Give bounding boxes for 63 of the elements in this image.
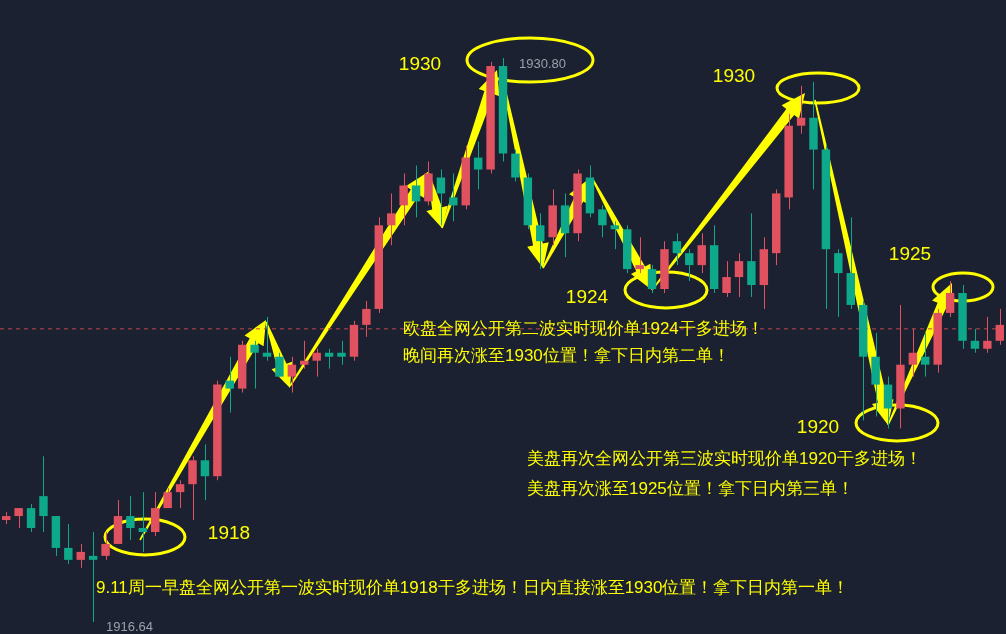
annotation: 1924 (565, 285, 609, 307)
candlestick (262, 316, 272, 362)
candlestick (312, 348, 321, 378)
annotation: 1918 (207, 521, 251, 543)
candlestick (337, 340, 346, 366)
candlestick (473, 141, 483, 190)
candlestick (39, 455, 48, 533)
candlestick (76, 543, 85, 569)
candlestick (635, 236, 644, 274)
candlestick (436, 169, 446, 226)
candlestick (387, 192, 396, 246)
candlestick (138, 491, 148, 553)
annotation: 美盘再次全网公开第三波实时现价单1920干多进场！ (527, 448, 922, 468)
candlestick (411, 165, 421, 218)
annotation: 欧盘全网公开第二波实时现价单1924干多进场！ (403, 318, 764, 338)
candlestick (175, 479, 185, 509)
candlestick (324, 348, 334, 370)
candlestick (598, 204, 607, 238)
candlestick (88, 531, 98, 623)
candlestick (970, 328, 980, 354)
candlestick (734, 252, 744, 298)
candlestick (449, 173, 458, 222)
candlestick (983, 316, 992, 354)
candlestick (64, 523, 73, 565)
candlestick (536, 212, 545, 270)
candlestick (26, 503, 36, 533)
annotation: 1920 (796, 415, 840, 437)
candlestick (250, 340, 259, 390)
annotation: 1916.64 (106, 618, 153, 634)
annotation: 9.11周一早盘全网公开第一波实时现价单1918干多进场！日内直接涨至1930位置！拿下日内第一单！ (96, 577, 850, 597)
candlestick (697, 232, 706, 274)
candlestick (747, 212, 756, 298)
annotation: 1930.80 (519, 55, 566, 71)
candlestick (126, 495, 135, 541)
candlestick (225, 356, 234, 413)
candlestick (151, 491, 160, 537)
annotation: 1925 (888, 242, 932, 264)
candlestick (834, 248, 843, 318)
annotation: 美盘再次涨至1925位置！拿下日内第三单！ (527, 478, 854, 498)
candlestick (362, 300, 371, 338)
candlestick (685, 248, 694, 282)
candlestick (722, 260, 731, 298)
candlestick (14, 507, 23, 529)
annotation: 1930 (398, 52, 442, 74)
candlestick (945, 280, 955, 318)
candlestick (995, 308, 1005, 346)
candlestick (796, 85, 806, 135)
candlestick (200, 443, 210, 501)
candlestick (188, 455, 197, 521)
candlestick (101, 531, 110, 561)
candlestick (647, 264, 657, 294)
candlestick (287, 356, 297, 394)
candlestick (672, 232, 682, 266)
candlestick (399, 173, 408, 226)
annotation: 晚间再次涨至1930位置！拿下日内第二单！ (403, 345, 730, 365)
candlestick (921, 332, 930, 378)
candlestick (908, 328, 918, 378)
candlestick (300, 340, 309, 370)
candlestick (883, 376, 893, 429)
candlestick (610, 220, 619, 250)
candlestick (275, 352, 284, 378)
annotation: 1930 (712, 64, 756, 86)
candlestick (511, 149, 520, 182)
